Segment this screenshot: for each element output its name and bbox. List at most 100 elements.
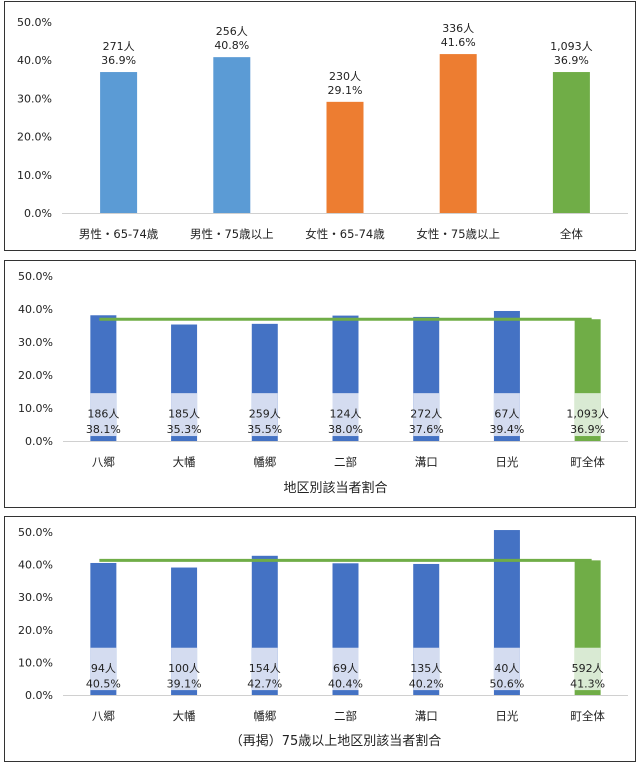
- y-tick-label: 30.0%: [17, 92, 52, 105]
- chart-gender-age: 0.0%10.0%20.0%30.0%40.0%50.0%271人36.9%男性…: [17, 16, 628, 241]
- data-label-box: [171, 647, 198, 691]
- y-tick-label: 50.0%: [18, 270, 53, 283]
- data-label-box: [90, 393, 117, 437]
- data-label-count: 271人: [103, 40, 135, 53]
- x-tick-label: 女性・65-74歳: [305, 227, 385, 241]
- data-label-percent: 35.3%: [167, 423, 202, 436]
- data-label-count: 94人: [91, 662, 116, 675]
- y-tick-label: 30.0%: [18, 591, 53, 604]
- x-tick-label: 日光: [495, 709, 518, 723]
- data-label-percent: 40.5%: [86, 677, 121, 690]
- x-tick-label: 溝口: [415, 455, 438, 469]
- y-tick-label: 40.0%: [17, 54, 52, 67]
- data-label-count: 100人: [168, 662, 200, 675]
- y-tick-label: 10.0%: [18, 402, 53, 415]
- data-label-percent: 36.9%: [101, 54, 136, 67]
- data-label-box: [90, 647, 117, 691]
- data-label-percent: 36.9%: [554, 54, 589, 67]
- data-label-percent: 40.8%: [214, 39, 249, 52]
- y-tick-label: 50.0%: [18, 526, 53, 539]
- data-label-percent: 36.9%: [570, 423, 605, 436]
- x-tick-label: 町全体: [570, 709, 605, 723]
- data-label-box: [413, 393, 440, 437]
- data-label-count: 230人: [329, 70, 361, 83]
- data-label-box: [332, 393, 359, 437]
- data-label-count: 69人: [333, 662, 358, 675]
- data-label-box: [171, 393, 198, 437]
- data-label-percent: 39.4%: [489, 423, 524, 436]
- data-label-count: 272人: [410, 408, 442, 421]
- data-label-count: 40人: [494, 662, 519, 675]
- data-label-percent: 39.1%: [167, 677, 202, 690]
- data-label-percent: 40.4%: [328, 677, 363, 690]
- y-tick-label: 0.0%: [25, 689, 53, 702]
- x-tick-label: 町全体: [570, 455, 605, 469]
- data-label-count: 186人: [87, 408, 119, 421]
- bar-1: [213, 57, 251, 214]
- bar-4: [552, 72, 590, 214]
- y-tick-label: 30.0%: [18, 336, 53, 349]
- bar-2: [326, 101, 364, 213]
- x-tick-label: 日光: [495, 455, 518, 469]
- x-tick-label: 男性・65-74歳: [79, 227, 159, 241]
- data-label-percent: 40.2%: [409, 677, 444, 690]
- data-label-box: [574, 647, 601, 691]
- x-tick-label: 大幡: [173, 455, 196, 469]
- data-label-percent: 42.7%: [247, 677, 282, 690]
- data-label-count: 256人: [216, 25, 248, 38]
- data-label-percent: 41.6%: [441, 36, 476, 49]
- data-label-box: [493, 393, 520, 437]
- y-tick-label: 10.0%: [18, 656, 53, 669]
- chart-district: 0.0% 10.0% 20.0% 30.0% 40.0% 50.0% 186人 38.1% 八郷…: [18, 270, 628, 496]
- y-tick-label: 20.0%: [18, 369, 53, 382]
- x-tick-label: 八郷: [92, 709, 115, 723]
- x-tick-label: 大幡: [173, 709, 196, 723]
- data-label-count: 1,093人: [566, 408, 609, 421]
- data-label-percent: 41.3%: [570, 677, 605, 690]
- data-label-count: 259人: [249, 408, 281, 421]
- data-label-count: 124人: [330, 408, 362, 421]
- data-label-count: 67人: [494, 408, 519, 421]
- y-tick-label: 40.0%: [18, 303, 53, 316]
- data-label-box: [251, 393, 278, 437]
- chart-title: 地区別該当者割合: [283, 480, 387, 496]
- y-tick-label: 0.0%: [25, 435, 53, 448]
- x-tick-label: 二部: [334, 709, 357, 723]
- y-tick-label: 50.0%: [17, 16, 52, 29]
- data-label-box: [251, 647, 278, 691]
- data-label-box: [574, 393, 601, 437]
- x-tick-label: 全体: [560, 227, 583, 241]
- x-tick-label: 溝口: [415, 709, 438, 723]
- data-label-count: 1,093人: [550, 40, 593, 53]
- chart-title: （再掲）75歳以上地区別該当者割合: [230, 733, 442, 749]
- data-label-percent: 38.0%: [328, 423, 363, 436]
- y-tick-label: 20.0%: [17, 131, 52, 144]
- bar-0: [100, 72, 138, 214]
- x-tick-label: 幡郷: [253, 455, 276, 469]
- data-label-percent: 29.1%: [328, 84, 363, 97]
- data-label-percent: 35.5%: [247, 423, 282, 436]
- bar-3: [439, 54, 477, 214]
- data-label-count: 185人: [168, 408, 200, 421]
- x-tick-label: 女性・75歳以上: [416, 227, 500, 241]
- chart-panel-district: 0.0% 10.0% 20.0% 30.0% 40.0% 50.0% 186人 38.1% 八郷…: [4, 260, 636, 508]
- data-label-box: [332, 647, 359, 691]
- data-label-box: [493, 647, 520, 691]
- chart-panel-gender-age: 0.0% 10.0% 20.0% 30.0% 40.0% 50.0% 271人 36.9% 男性…: [4, 1, 636, 251]
- data-label-count: 135人: [410, 662, 442, 675]
- y-tick-label: 40.0%: [18, 559, 53, 572]
- y-tick-label: 0.0%: [24, 207, 52, 220]
- x-tick-label: 幡郷: [253, 709, 276, 723]
- x-tick-label: 八郷: [92, 455, 115, 469]
- data-label-count: 592人: [572, 662, 604, 675]
- data-label-percent: 37.6%: [409, 423, 444, 436]
- chart-district-75plus: 0.0% 10.0% 20.0% 30.0% 40.0% 50.0% 94人 40.5% 八郷 1…: [18, 526, 628, 749]
- data-label-count: 336人: [442, 22, 474, 35]
- data-label-count: 154人: [249, 662, 281, 675]
- x-tick-label: 男性・75歳以上: [190, 227, 274, 241]
- x-tick-label: 二部: [334, 455, 357, 469]
- y-tick-label: 20.0%: [18, 624, 53, 637]
- data-label-percent: 50.6%: [489, 677, 524, 690]
- y-tick-label: 10.0%: [17, 169, 52, 182]
- chart-panel-district-75plus: 0.0% 10.0% 20.0% 30.0% 40.0% 50.0% 94人 40.5% 八郷 1…: [4, 516, 636, 762]
